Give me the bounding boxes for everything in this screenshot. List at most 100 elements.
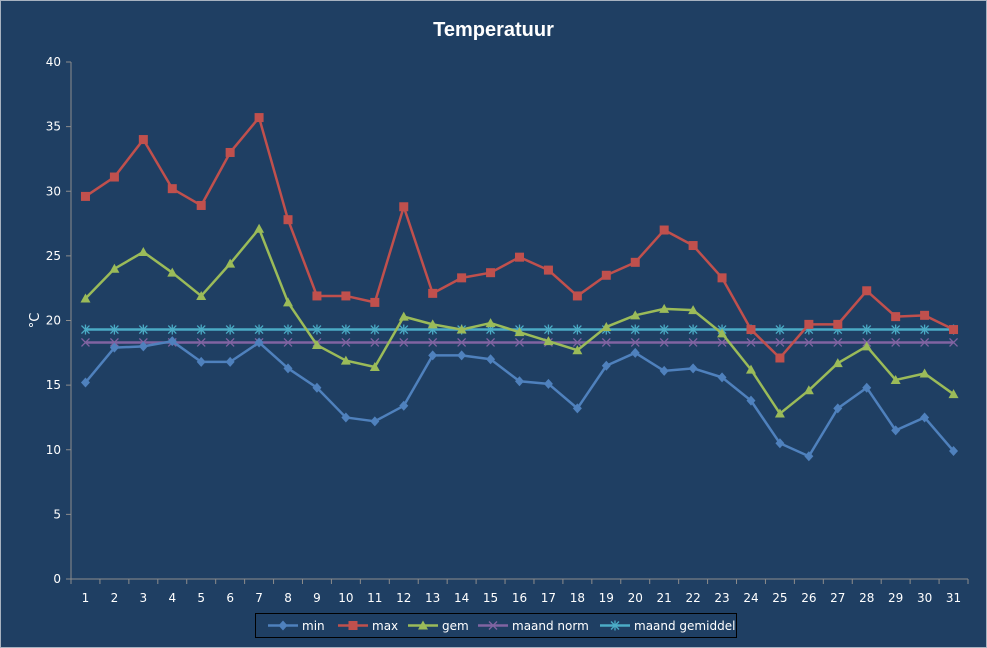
x-tick-label: 23 [714, 591, 729, 605]
data-point-gem [456, 324, 467, 334]
series-layer [80, 113, 959, 462]
legend-label-maand-norm: maand norm [512, 619, 589, 633]
data-point-max [225, 147, 235, 157]
data-point-maand-norm [920, 338, 930, 347]
series-max [80, 113, 959, 363]
data-point-maand-gemiddelde [225, 324, 235, 335]
data-point-maand-gemiddelde [283, 324, 293, 335]
data-point-gem [803, 385, 814, 395]
data-point-max [254, 113, 264, 123]
y-tick-label: 40 [46, 55, 61, 69]
data-point-min [138, 341, 148, 352]
x-mark-stroke [109, 338, 119, 347]
series-maand-norm [81, 338, 958, 347]
data-point-maand-norm [659, 338, 669, 347]
data-point-maand-gemiddelde [109, 324, 119, 335]
legend-item-maand-gemiddelde: maand gemiddelde [600, 619, 737, 633]
data-point-maand-norm [341, 338, 351, 347]
x-tick-label: 7 [255, 591, 263, 605]
data-point-maand-norm [630, 338, 640, 347]
legend-label-gem: gem [442, 619, 469, 633]
x-mark-stroke [225, 338, 235, 347]
data-point-maand-norm [688, 338, 698, 347]
data-point-min [543, 378, 553, 389]
legend-label-min: min [302, 619, 325, 633]
x-mark-stroke [283, 338, 293, 347]
data-point-gem [543, 336, 554, 346]
x-tick-label: 26 [801, 591, 816, 605]
data-point-maand-norm [81, 338, 90, 347]
legend-marker-max [348, 621, 358, 630]
x-tick-label: 9 [313, 591, 321, 605]
legend-marker-gem [418, 620, 428, 630]
data-point-max [688, 241, 698, 251]
data-point-min [746, 395, 756, 406]
data-point-min [630, 347, 640, 358]
data-point-maand-norm [399, 338, 409, 347]
data-point-min [833, 403, 843, 414]
x-mark-stroke [775, 338, 785, 347]
data-point-gem [254, 223, 265, 233]
data-point-maand-norm [428, 338, 438, 347]
x-tick-label: 20 [628, 591, 643, 605]
legend-label-maand-gemiddelde: maand gemiddelde [634, 619, 737, 633]
data-point-maand-gemiddelde [312, 324, 322, 335]
x-mark-stroke [601, 338, 611, 347]
x-mark-stroke [717, 338, 727, 347]
data-point-max [283, 215, 293, 225]
legend-item-gem: gem [408, 619, 469, 633]
x-mark-stroke [428, 338, 438, 347]
legend: min max gem maand norm maand gemiddelde [255, 613, 737, 638]
data-point-maand-norm [775, 338, 785, 347]
data-point-gem [890, 374, 901, 384]
x-mark-stroke [804, 338, 814, 347]
data-point-maand-gemiddelde [167, 324, 177, 335]
legend-item-maand-norm: maand norm [478, 619, 589, 633]
x-tick-label: 18 [570, 591, 585, 605]
x-tick-label: 12 [396, 591, 411, 605]
data-point-min [804, 451, 814, 462]
data-point-gem [659, 303, 670, 313]
x-tick-label: 25 [772, 591, 787, 605]
data-point-gem [514, 327, 525, 337]
x-tick-label: 24 [743, 591, 758, 605]
x-mark-stroke [920, 338, 930, 347]
data-point-max [630, 257, 640, 267]
x-tick-label: 22 [685, 591, 700, 605]
x-tick-label: 21 [657, 591, 672, 605]
x-tick-label: 5 [197, 591, 205, 605]
x-tick-label: 15 [483, 591, 498, 605]
data-point-min [428, 350, 438, 361]
data-point-max [949, 325, 959, 335]
data-point-max [457, 273, 467, 283]
x-mark-stroke [688, 338, 698, 347]
data-point-min [688, 363, 698, 374]
x-mark-stroke [196, 338, 206, 347]
x-mark-stroke [457, 338, 467, 347]
data-point-maand-gemiddelde [891, 324, 901, 335]
legend-marker-min [278, 620, 288, 631]
data-point-max [515, 252, 524, 262]
data-point-maand-gemiddelde [862, 324, 872, 335]
data-point-maand-gemiddelde [81, 324, 90, 335]
x-tick-label: 11 [367, 591, 382, 605]
data-point-gem [340, 355, 351, 365]
data-point-maand-norm [486, 338, 496, 347]
data-point-maand-gemiddelde [196, 324, 206, 335]
data-point-max [572, 291, 582, 301]
x-mark-stroke [370, 338, 380, 347]
data-point-min [572, 403, 582, 414]
data-point-gem [832, 358, 843, 368]
x-mark-stroke [949, 338, 958, 347]
x-mark-stroke [833, 338, 843, 347]
y-tick-label: 15 [46, 378, 61, 392]
data-point-maand-norm [515, 338, 524, 347]
data-point-min [399, 400, 409, 411]
data-point-min [225, 356, 235, 367]
data-point-min [659, 365, 669, 376]
data-point-maand-norm [949, 338, 958, 347]
data-point-max [920, 310, 930, 320]
x-tick-label: 8 [284, 591, 292, 605]
data-point-maand-gemiddelde [370, 324, 380, 335]
